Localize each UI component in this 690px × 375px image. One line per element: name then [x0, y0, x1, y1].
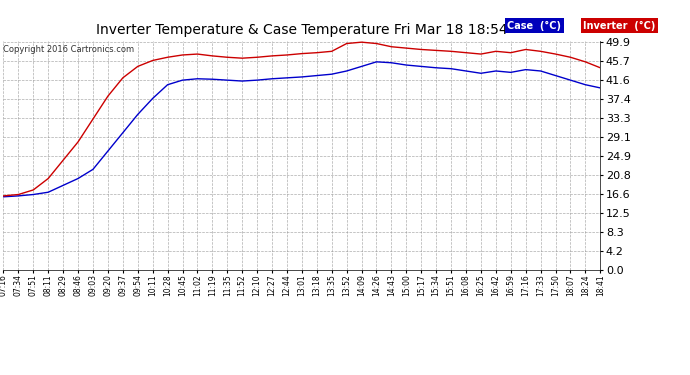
- Text: Copyright 2016 Cartronics.com: Copyright 2016 Cartronics.com: [3, 45, 135, 54]
- Title: Inverter Temperature & Case Temperature Fri Mar 18 18:54: Inverter Temperature & Case Temperature …: [96, 23, 508, 37]
- Text: Inverter  (°C): Inverter (°C): [583, 21, 656, 31]
- Text: Case  (°C): Case (°C): [507, 21, 561, 31]
